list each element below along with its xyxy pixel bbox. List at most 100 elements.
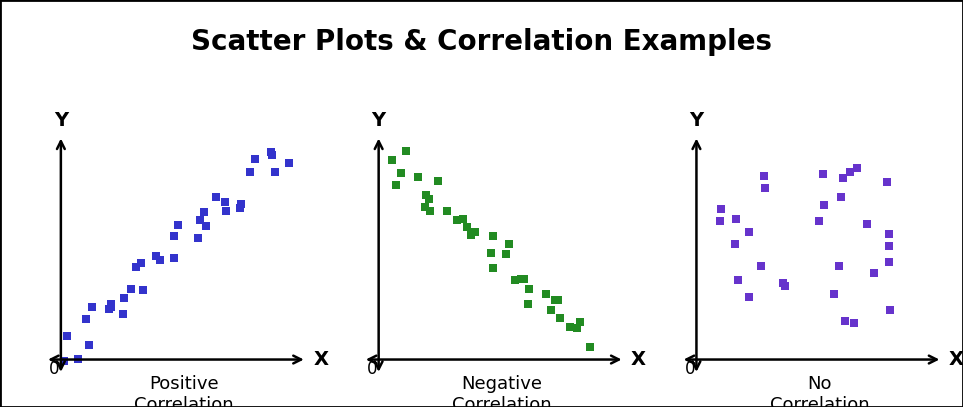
Point: [430, 178, 446, 184]
Point: [101, 305, 117, 312]
Point: [267, 169, 282, 175]
Point: [59, 333, 74, 339]
Point: [167, 255, 182, 262]
Point: [754, 263, 769, 269]
Point: [103, 304, 118, 310]
Text: Positive
Correlation: Positive Correlation: [134, 375, 234, 407]
Point: [388, 182, 403, 188]
Point: [727, 241, 742, 247]
Point: [816, 171, 831, 177]
Point: [548, 297, 563, 304]
Point: [569, 325, 585, 331]
Point: [484, 233, 500, 239]
Point: [498, 251, 513, 257]
Point: [729, 216, 744, 223]
Point: [233, 205, 248, 212]
Point: [882, 307, 898, 313]
Text: Y: Y: [54, 111, 68, 130]
Point: [418, 191, 433, 198]
Point: [450, 217, 465, 223]
Point: [463, 232, 479, 239]
Point: [843, 168, 858, 175]
Text: X: X: [631, 350, 646, 369]
Point: [82, 342, 97, 348]
Point: [777, 283, 793, 289]
Point: [742, 229, 757, 236]
Point: [281, 160, 297, 166]
Point: [831, 263, 846, 269]
Point: [881, 259, 897, 265]
Point: [582, 343, 597, 350]
Point: [521, 286, 536, 293]
Point: [455, 215, 471, 222]
Point: [826, 291, 842, 297]
Point: [859, 220, 874, 227]
Point: [879, 178, 895, 185]
Point: [882, 243, 898, 249]
Point: [399, 148, 414, 155]
Point: [508, 277, 523, 283]
Point: [247, 156, 262, 162]
Point: [103, 300, 118, 307]
Point: [572, 319, 587, 325]
Point: [756, 173, 771, 179]
Point: [85, 303, 100, 310]
Text: 0: 0: [685, 360, 695, 378]
Point: [835, 175, 850, 181]
Point: [513, 276, 529, 282]
Point: [440, 208, 455, 215]
Point: [833, 194, 848, 201]
Point: [501, 241, 516, 247]
Point: [70, 356, 86, 363]
Point: [867, 270, 882, 276]
Point: [482, 250, 498, 256]
Point: [153, 257, 169, 263]
Point: [730, 277, 745, 283]
Point: [123, 286, 139, 292]
Point: [775, 279, 791, 286]
Text: No
Correlation: No Correlation: [769, 375, 870, 407]
Point: [116, 311, 131, 317]
Point: [193, 217, 208, 223]
Point: [520, 301, 535, 308]
Point: [198, 223, 214, 229]
Text: 0: 0: [367, 360, 377, 378]
Point: [849, 165, 865, 172]
Text: X: X: [313, 350, 328, 369]
Point: [208, 194, 223, 201]
Point: [837, 318, 852, 325]
Point: [846, 319, 862, 326]
Point: [128, 264, 143, 271]
Point: [552, 315, 567, 322]
Point: [410, 173, 426, 180]
Text: Negative
Correlation: Negative Correlation: [452, 375, 552, 407]
Point: [263, 149, 278, 156]
Point: [218, 199, 233, 205]
Point: [417, 204, 432, 211]
Point: [133, 260, 148, 267]
Point: [516, 276, 532, 282]
Point: [218, 208, 233, 214]
Point: [196, 208, 212, 215]
Point: [467, 229, 482, 235]
Point: [167, 232, 182, 239]
Point: [543, 306, 559, 313]
Text: Y: Y: [690, 111, 704, 130]
Point: [562, 324, 578, 330]
Point: [550, 297, 565, 303]
Point: [742, 293, 757, 300]
Point: [812, 217, 827, 224]
Point: [78, 316, 93, 323]
Point: [485, 265, 501, 271]
Point: [713, 206, 728, 212]
Point: [817, 202, 832, 208]
Text: Y: Y: [372, 111, 386, 130]
Point: [56, 357, 71, 364]
Point: [384, 157, 400, 164]
Point: [757, 185, 772, 192]
Point: [170, 221, 186, 228]
Point: [422, 208, 437, 214]
Point: [264, 152, 279, 159]
Point: [148, 253, 164, 260]
Point: [459, 224, 475, 230]
